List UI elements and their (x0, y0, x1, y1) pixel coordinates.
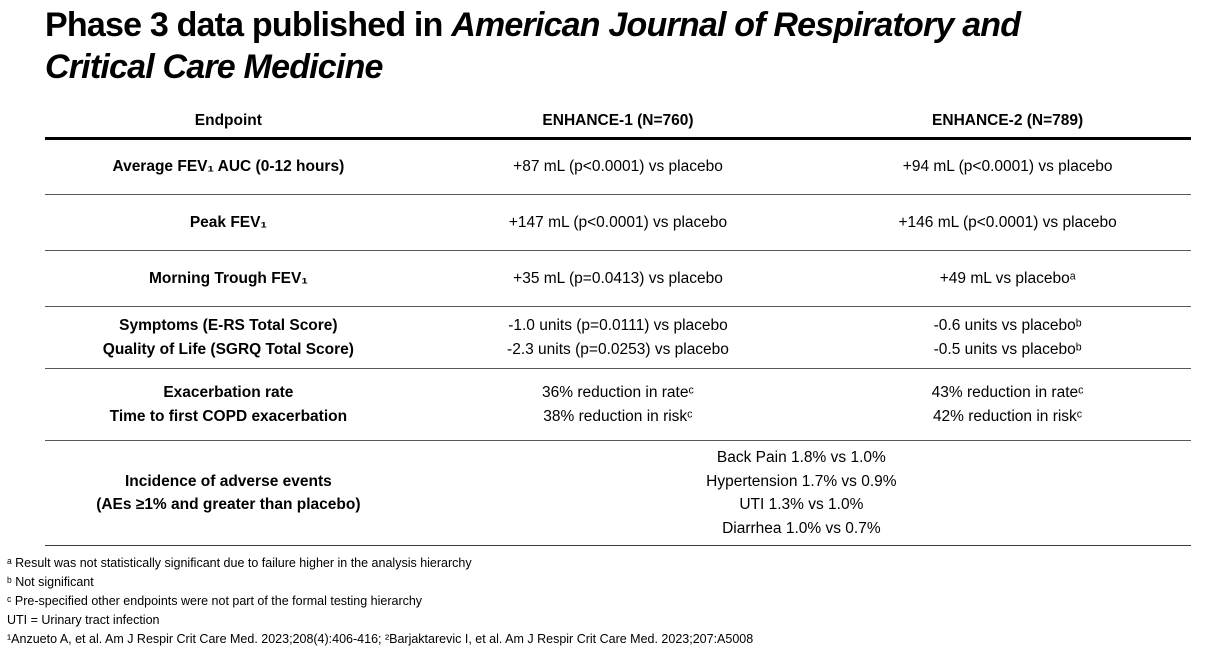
enhance2-value: 42% reduction in riskᶜ (932, 407, 1083, 425)
endpoint-cell: Symptoms (E-RS Total Score) Quality of L… (45, 314, 412, 362)
page-title-regular: Phase 3 data published in (45, 6, 452, 44)
enhance1-value: +87 mL (p<0.0001) vs placebo (513, 158, 723, 175)
enhance1-cell: +87 mL (p<0.0001) vs placebo (412, 155, 825, 179)
endpoint-cell: Morning Trough FEV₁ (45, 267, 412, 291)
adverse-events-values-cell: Back Pain 1.8% vs 1.0% Hypertension 1.7%… (412, 446, 1191, 540)
table-row-symptoms-qol: Symptoms (E-RS Total Score) Quality of L… (45, 307, 1191, 369)
endpoint-label: (AEs ≥1% and greater than placebo) (96, 496, 361, 513)
column-header-enhance2: ENHANCE-2 (N=789) (932, 111, 1084, 129)
enhance1-cell: +147 mL (p<0.0001) vs placebo (412, 211, 825, 235)
enhance2-cell: +94 mL (p<0.0001) vs placebo (824, 155, 1191, 179)
enhance2-value: -0.6 units vs placeboᵇ (933, 316, 1082, 334)
endpoint-label: Peak FEV₁ (189, 213, 267, 231)
endpoint-label: Exacerbation rate (163, 383, 294, 401)
table-row-exacerbations: Exacerbation rate Time to first COPD exa… (45, 369, 1191, 441)
endpoint-label: Symptoms (E-RS Total Score) (119, 316, 338, 334)
table-row-peak-fev1: Peak FEV₁ +147 mL (p<0.0001) vs placebo … (45, 195, 1191, 251)
footnote-c: ᶜ Pre-specified other endpoints were not… (7, 594, 423, 608)
enhance1-value: 36% reduction in rateᶜ (542, 383, 694, 401)
enhance2-value: -0.5 units vs placeboᵇ (933, 340, 1082, 358)
footnote-a: ᵃ Result was not statistically significa… (7, 556, 472, 570)
enhance1-value: -2.3 units (p=0.0253) vs placebo (507, 340, 729, 358)
adverse-event-value: Diarrhea 1.0% vs 0.7% (722, 519, 881, 537)
table-row-morning-trough: Morning Trough FEV₁ +35 mL (p=0.0413) vs… (45, 251, 1191, 307)
results-table: Endpoint ENHANCE-1 (N=760) ENHANCE-2 (N=… (45, 104, 1191, 546)
page-title-italic-line2: Critical Care Medicine (45, 48, 383, 86)
endpoint-cell: Average FEV₁ AUC (0-12 hours) (45, 155, 412, 179)
endpoint-label: Incidence of adverse events (124, 472, 332, 490)
enhance1-value: 38% reduction in riskᶜ (543, 407, 693, 425)
enhance1-value: +147 mL (p<0.0001) vs placebo (508, 213, 728, 231)
enhance2-value: +49 mL vs placeboᵃ (939, 269, 1076, 287)
footnote-b: ᵇ Not significant (7, 575, 94, 589)
endpoint-cell: Exacerbation rate Time to first COPD exa… (45, 381, 412, 429)
enhance1-value: -1.0 units (p=0.0111) vs placebo (508, 316, 728, 334)
table-row-adverse-events: Incidence of adverse events (AEs ≥1% and… (45, 441, 1191, 546)
endpoint-label: Morning Trough FEV₁ (148, 269, 308, 287)
enhance2-value: 43% reduction in rateᶜ (931, 383, 1084, 401)
endpoint-cell: Peak FEV₁ (45, 211, 412, 235)
enhance2-value: +94 mL (p<0.0001) vs placebo (902, 158, 1113, 175)
page-title-italic-line1: American Journal of Respiratory and (451, 6, 1021, 44)
footnote-citations: ¹Anzueto A, et al. Am J Respir Crit Care… (7, 632, 754, 646)
adverse-event-value: UTI 1.3% vs 1.0% (739, 496, 864, 513)
enhance2-cell: -0.6 units vs placeboᵇ -0.5 units vs pla… (824, 314, 1191, 362)
adverse-event-value: Back Pain 1.8% vs 1.0% (716, 449, 886, 466)
endpoint-label: Time to first COPD exacerbation (109, 407, 348, 425)
footnotes: ᵃ Result was not statistically significa… (7, 554, 753, 649)
enhance2-value: +146 mL (p<0.0001) vs placebo (898, 213, 1117, 231)
page-title: Phase 3 data published in American Journ… (45, 4, 1021, 88)
column-header-enhance1: ENHANCE-1 (N=760) (542, 111, 694, 129)
enhance1-value: +35 mL (p=0.0413) vs placebo (513, 269, 723, 287)
endpoint-label: Quality of Life (SGRQ Total Score) (102, 340, 354, 358)
table-header-row: Endpoint ENHANCE-1 (N=760) ENHANCE-2 (N=… (45, 104, 1191, 140)
enhance2-cell: +49 mL vs placeboᵃ (824, 267, 1191, 291)
adverse-event-value: Hypertension 1.7% vs 0.9% (706, 472, 897, 490)
column-header-endpoint: Endpoint (194, 111, 262, 129)
enhance2-cell: +146 mL (p<0.0001) vs placebo (824, 211, 1191, 235)
enhance1-cell: +35 mL (p=0.0413) vs placebo (412, 267, 825, 291)
enhance2-cell: 43% reduction in rateᶜ 42% reduction in … (824, 381, 1191, 429)
endpoint-label: Average FEV₁ AUC (0-12 hours) (112, 158, 345, 175)
enhance1-cell: -1.0 units (p=0.0111) vs placebo -2.3 un… (412, 314, 825, 362)
table-row-fev1-auc: Average FEV₁ AUC (0-12 hours) +87 mL (p<… (45, 140, 1191, 195)
footnote-uti-definition: UTI = Urinary tract infection (7, 613, 160, 627)
endpoint-cell: Incidence of adverse events (AEs ≥1% and… (45, 470, 412, 517)
enhance1-cell: 36% reduction in rateᶜ 38% reduction in … (412, 381, 825, 429)
